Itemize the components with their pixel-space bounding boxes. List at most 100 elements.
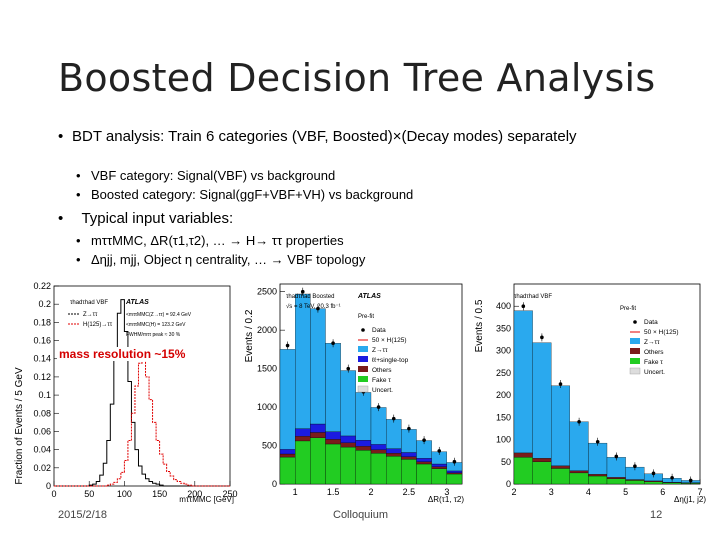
stack-bar xyxy=(310,423,326,433)
stack-bar xyxy=(355,392,372,441)
stack-bar xyxy=(340,370,356,437)
legend-label: 50 × H(125) xyxy=(372,337,407,344)
sub-bullet-vbf-topology-text: Δηjj, mjj, Object η centrality, … → VBF … xyxy=(91,252,366,267)
legend-label: Data xyxy=(372,327,386,334)
stack-bar xyxy=(325,443,341,485)
data-point xyxy=(558,382,563,386)
legend-label: Data xyxy=(644,319,658,326)
slide-title: Boosted Decision Tree Analysis xyxy=(58,56,656,100)
stack-bar xyxy=(401,459,417,485)
stack-bar xyxy=(279,349,296,450)
stack-bar xyxy=(446,470,463,473)
stack-bar xyxy=(370,453,387,485)
legend-uncert-box xyxy=(629,367,641,375)
data-point xyxy=(316,306,320,311)
series-z-tautau-line xyxy=(54,299,230,487)
plot1-legend-z: Z→ττ xyxy=(83,312,98,318)
y-tick-label: 0.16 xyxy=(33,336,51,346)
sub-bullet-vbf: • VBF category: Signal(VBF) vs backgroun… xyxy=(76,168,335,183)
legend-uncert-box xyxy=(357,385,369,393)
bullet-dot: • xyxy=(76,168,81,183)
stack-bar xyxy=(588,474,608,477)
y-tick-label: 0.02 xyxy=(33,463,51,473)
sub-bullet-vbf-topology: • Δηjj, mjj, Object η centrality, … → VB… xyxy=(76,252,365,267)
plot3-axes: 0 50 100 150 200 250 300 350 400 2 3 4 5 6 7 xyxy=(496,283,703,497)
stack-bar xyxy=(551,468,570,485)
stack-bar xyxy=(370,407,387,445)
plot2-header: τhadτhad Boosted xyxy=(286,294,334,300)
data-point xyxy=(540,335,544,340)
stack-bar xyxy=(588,442,608,475)
plot2-axes: 0 500 1000 1500 2000 2500 1 1.5 2 2.5 3 xyxy=(257,283,463,497)
x-tick-label: 2.5 xyxy=(403,487,416,497)
plot-mmc-mass: Fraction of Events / 5 GeV 0 0.02 0.04 0.06… xyxy=(8,276,240,506)
data-point xyxy=(346,366,351,371)
y-tick-label: 50 xyxy=(501,457,511,467)
data-point xyxy=(391,416,396,421)
stack-bar xyxy=(431,466,447,469)
stack-bar xyxy=(355,446,372,451)
plot1-header: τhadτhad VBF xyxy=(70,300,108,306)
stack-bar xyxy=(295,436,311,442)
plot2-prefit: Pre-fit xyxy=(358,314,374,320)
stack-bar xyxy=(325,343,341,432)
data-point xyxy=(452,459,457,464)
stack-bar xyxy=(386,453,402,457)
sub-bullet-htautau-text: mττMMC, ΔR(τ1,τ2), … → H→ ττ properties xyxy=(91,233,344,248)
data-point xyxy=(376,405,381,409)
stack-bar xyxy=(340,442,356,448)
stack-bar xyxy=(386,456,402,485)
legend-swatch xyxy=(358,366,368,372)
stack-bar xyxy=(340,446,356,485)
x-tick-label: 4 xyxy=(586,487,591,497)
sub-bullet-htautau: • mττMMC, ΔR(τ1,τ2), … → H→ ττ propertie… xyxy=(76,233,344,248)
y-tick-label: 0.04 xyxy=(33,445,51,455)
plot1-xlabel: mττMMC [GeV] xyxy=(179,495,234,504)
x-tick-label: 3 xyxy=(444,487,449,497)
data-point xyxy=(407,426,411,431)
data-point xyxy=(285,343,290,348)
stack-bar xyxy=(401,456,417,460)
y-tick-label: 0.08 xyxy=(33,408,51,418)
stack-bar xyxy=(355,440,372,447)
stack-bar xyxy=(279,456,296,485)
legend-swatch xyxy=(630,358,640,364)
stack-bar xyxy=(295,440,311,485)
stack-bar xyxy=(279,453,296,458)
stack-bar xyxy=(644,481,663,485)
stack-bar xyxy=(355,450,372,485)
plot1-axes: 0 0.02 0.04 0.06 0.08 0.1 0.12 0.14 0.16 0.18 0.2 0… xyxy=(33,281,237,499)
x-tick-label: 2 xyxy=(511,487,516,497)
series-h125-line xyxy=(54,358,230,487)
stack-bar xyxy=(532,458,552,462)
bullet-inputs: • Typical input variables: xyxy=(58,210,233,227)
y-tick-label: 0 xyxy=(272,479,277,489)
stack-bar xyxy=(513,452,533,458)
y-tick-label: 0.18 xyxy=(33,317,51,327)
sub-bullet-boosted-text: Boosted category: Signal(ggF+VBF+VH) vs … xyxy=(91,187,414,202)
footer-center: Colloquium xyxy=(333,509,389,521)
stack-bar xyxy=(606,478,626,485)
bullet-dot: • xyxy=(76,233,81,248)
stack-bar xyxy=(279,449,296,455)
y-tick-label: 0.06 xyxy=(33,426,51,436)
stack-bar xyxy=(431,463,447,467)
data-point xyxy=(688,478,693,483)
data-point xyxy=(437,449,442,453)
stack-bar xyxy=(310,432,326,438)
plot3-xlabel: Δη(j1, j2) xyxy=(674,495,706,504)
stack-bar xyxy=(416,458,432,462)
legend-swatch xyxy=(630,348,640,354)
stack-bar xyxy=(513,457,533,485)
y-tick-label: 2000 xyxy=(257,325,277,335)
legend-label: Z→ττ xyxy=(372,347,388,354)
legend-swatch xyxy=(358,356,368,362)
legend-label: Z→ττ xyxy=(644,339,660,346)
legend-label: 50 × H(125) xyxy=(644,329,679,336)
data-point xyxy=(633,464,637,469)
legend-label: Uncert. xyxy=(372,387,393,394)
bullet-dot: • xyxy=(58,210,64,227)
stack-bar xyxy=(551,465,570,469)
plot-delta-eta: Events / 0.5 0 50 100 150 200 250 300 350 400 2 3 4… xyxy=(470,276,710,506)
stack-bar xyxy=(310,437,326,485)
